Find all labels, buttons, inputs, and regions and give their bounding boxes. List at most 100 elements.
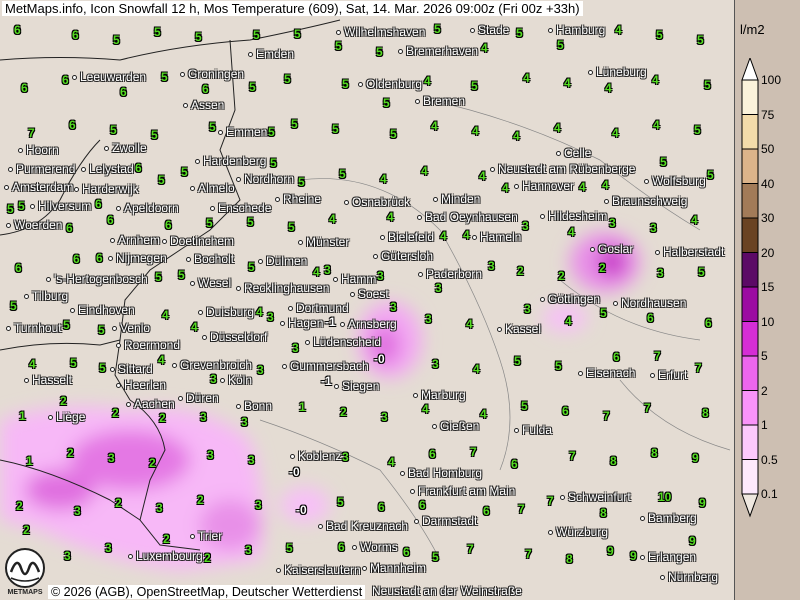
snowfall-value: 3 [248, 453, 255, 467]
city-label: Dortmund [288, 301, 349, 315]
snowfall-value: 5 [206, 216, 213, 230]
legend-swatch [741, 459, 759, 495]
city-label: Gummersbach [282, 359, 369, 373]
snowfall-value: 2 [60, 394, 67, 408]
snowfall-value: 6 [15, 261, 22, 275]
city-name: Luxembourg [136, 549, 203, 563]
snowfall-value: 4 [612, 126, 619, 140]
legend-swatch [741, 252, 759, 288]
svg-text:METMAPS: METMAPS [8, 589, 43, 596]
snowfall-value: 3 [156, 501, 163, 515]
legend-swatch [741, 355, 759, 391]
city-name: Rheine [283, 192, 322, 206]
snowfall-value: 3 [650, 221, 657, 235]
city-label: Bamberg [640, 511, 697, 525]
city-label: Eindhoven [70, 303, 135, 317]
city-name: Tilburg [32, 289, 69, 303]
city-label: Siegen [334, 379, 379, 393]
snowfall-value: 4 [615, 23, 622, 37]
snowfall-value: 4 [579, 180, 586, 194]
snowfall-value: 5 [337, 495, 344, 509]
city-name: Dortmund [296, 301, 349, 315]
city-label: Bad Homburg [400, 466, 482, 480]
city-dot [604, 199, 609, 205]
city-dot [48, 415, 53, 421]
city-dot [46, 277, 51, 283]
city-label: Bad Kreuznach [318, 519, 408, 533]
city-name: Leeuwarden [80, 70, 147, 84]
legend-tick-label: 100 [761, 73, 782, 87]
city-dot [288, 306, 293, 312]
city-dot [350, 292, 355, 298]
snowfall-value: 5 [697, 33, 704, 47]
legend-tick-label: 10 [761, 314, 775, 329]
city-name: Würzburg [556, 525, 609, 539]
snowfall-value: 6 [403, 545, 410, 559]
city-name: Trier [198, 529, 223, 543]
city-label: Zwolle [104, 141, 147, 155]
city-label: Harderwijk [74, 182, 139, 196]
snowfall-value: 3 [207, 448, 214, 462]
city-name: Neustadt an der Weinstraße [372, 584, 522, 598]
legend-tick-label: 30 [761, 211, 775, 225]
snowfall-value: 6 [96, 251, 103, 265]
snowfall-value: 4 [313, 265, 320, 279]
city-label: Hilversum [30, 199, 91, 213]
city-name: Lüneburg [596, 65, 647, 79]
city-dot [490, 167, 495, 173]
city-label: Nordhorn [236, 172, 294, 186]
city-dot [414, 519, 419, 525]
snowfall-value: 6 [378, 500, 385, 514]
snowfall-value: 4 [466, 317, 473, 331]
snowfall-value: 5 [154, 25, 161, 39]
city-dot [236, 177, 241, 183]
legend-swatch [741, 424, 759, 460]
city-name: Eindhoven [78, 303, 135, 317]
snowfall-value: 9 [689, 534, 696, 548]
snowfall-value: 4 [565, 314, 572, 328]
snowfall-value: 4 [554, 121, 561, 135]
snowfall-value: -0 [289, 465, 300, 479]
city-dot [514, 428, 519, 434]
city-name: Apeldoorn [124, 201, 179, 215]
city-label: Duisburg [198, 305, 254, 319]
legend-swatch [741, 114, 759, 150]
city-dot [540, 297, 545, 303]
city-dot [344, 200, 349, 206]
city-name: Recklinghausen [244, 281, 330, 295]
snowfall-value: 5 [707, 168, 714, 182]
legend-swatch [741, 148, 759, 184]
snowfall-value: 5 [432, 550, 439, 564]
weather-map[interactable]: 6 6 5 5 5 5 5 5 5 5 4 5 5 4 5 5 6 6 6 5 6 5 5 5 5 4 5 4 4 4 4 5 7 6 5 5 5 5 5 5… [0, 0, 734, 600]
city-label: Doetinchem [162, 234, 234, 248]
city-name: Lelystad [89, 162, 134, 176]
city-dot [30, 204, 35, 210]
snowfall-value: 8 [566, 552, 573, 566]
snowfall-value: 4 [158, 353, 165, 367]
city-label: Neustadt an der Weinstraße [372, 584, 522, 598]
city-name: Bremen [423, 94, 466, 108]
city-dot [417, 215, 422, 221]
snowfall-value: 4 [424, 74, 431, 88]
city-label: Aachen [126, 397, 175, 411]
city-name: Hardenberg [203, 154, 267, 168]
city-name: Celle [564, 146, 592, 160]
city-dot [578, 371, 583, 377]
city-name: Groningen [188, 67, 245, 81]
snowfall-value: 1 [26, 454, 33, 468]
city-label: Lelystad [81, 162, 134, 176]
snowfall-value: 5 [656, 28, 663, 42]
city-label: Arnhem [110, 233, 160, 247]
city-name: Halberstadt [663, 245, 725, 259]
city-name: Oldenburg [366, 77, 423, 91]
city-name: Fulda [522, 423, 553, 437]
snowfall-value: 3 [105, 541, 112, 555]
snowfall-value: 5 [178, 268, 185, 282]
city-label: Bad Oeynhausen [417, 210, 518, 224]
snowfall-value: 5 [704, 78, 711, 92]
legend-swatch [741, 183, 759, 219]
city-dot [358, 82, 363, 88]
snowfall-value: 5 [286, 541, 293, 555]
legend-tick-label: 15 [761, 280, 775, 294]
city-label: Luxembourg [128, 549, 203, 563]
